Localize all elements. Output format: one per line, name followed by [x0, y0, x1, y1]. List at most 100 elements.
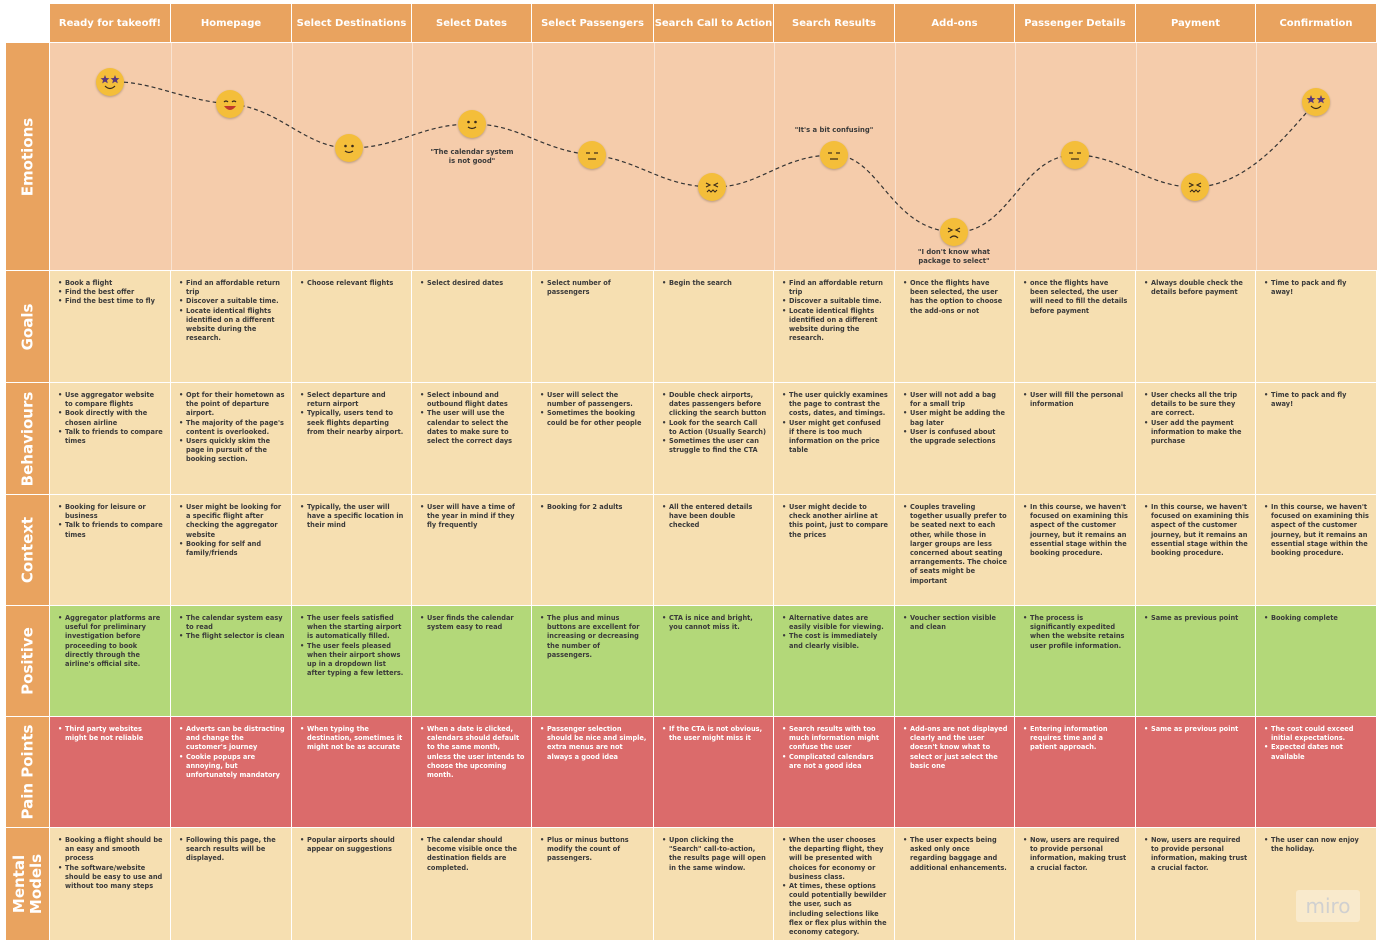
list-item: Popular airports should appear on sugges… [300, 836, 405, 854]
column-divider [774, 43, 775, 270]
stage-header: Add-ons [895, 4, 1014, 42]
list-item: Entering information requires time and a… [1023, 725, 1129, 753]
mental-list: Now, users are required to provide perso… [1142, 836, 1249, 873]
list-item: User is confused about the upgrade selec… [903, 428, 1008, 446]
list-item: User will fill the personal information [1023, 391, 1129, 409]
context-cell: Typically, the user will have a specific… [292, 495, 411, 605]
behaviours-cell: Select departure and return airportTypic… [292, 383, 411, 494]
context-list: User will have a time of the year in min… [418, 503, 525, 531]
mental-list: The user can now enjoy the holiday. [1262, 836, 1370, 854]
positive-list: The process is significantly expedited w… [1021, 614, 1129, 651]
behaviours-cell: Use aggregator website to compare flight… [50, 383, 170, 494]
column-divider [292, 43, 293, 270]
frustrated-face-icon [698, 173, 726, 201]
list-item: Select departure and return airport [300, 391, 405, 409]
positive-cell: CTA is nice and bright, you cannot miss … [654, 606, 773, 716]
positive-list: The user feels satisfied when the starti… [298, 614, 405, 678]
row-label-emotions: Emotions [6, 43, 49, 270]
column-divider [1136, 43, 1137, 270]
column-divider [895, 43, 896, 270]
pain-list: The cost could exceed initial expectatio… [1262, 725, 1370, 762]
list-item: Expected dates not available [1264, 743, 1370, 761]
row-label-behaviours: Behaviours [6, 383, 49, 494]
context-list: Couples traveling together usually prefe… [901, 503, 1008, 586]
neutral-face-icon [1061, 141, 1089, 169]
pain-list: Same as previous point [1142, 725, 1249, 734]
goals-list: Once the flights have been selected, the… [901, 279, 1008, 316]
list-item: Select inbound and outbound flight dates [420, 391, 525, 409]
emotion-quote: "The calendar system is not good" [430, 148, 514, 165]
list-item: CTA is nice and bright, you cannot miss … [662, 614, 767, 632]
list-item: The calendar system easy to read [179, 614, 285, 632]
stage-header: Payment [1136, 4, 1255, 42]
behaviours-cell: User checks all the trip details to be s… [1136, 383, 1255, 494]
list-item: The cost is immediately and clearly visi… [782, 632, 888, 650]
list-item: Cookie popups are annoying, but unfortun… [179, 753, 285, 781]
positive-list: The plus and minus buttons are excellent… [538, 614, 647, 660]
behaviours-list: Opt for their hometown as the point of d… [177, 391, 285, 465]
list-item: The user feels pleased when their airpor… [300, 642, 405, 679]
row-label-text: Behaviours [18, 391, 36, 486]
row-label-text: Mental Models [9, 853, 45, 915]
list-item: User might get confused if there is too … [782, 419, 888, 456]
list-item: In this course, we haven't focused on ex… [1264, 503, 1370, 558]
list-item: User add the payment information to make… [1144, 419, 1249, 447]
list-item: The user feels satisfied when the starti… [300, 614, 405, 642]
context-cell: In this course, we haven't focused on ex… [1136, 495, 1255, 605]
pain-cell: When typing the destination, sometimes i… [292, 717, 411, 827]
behaviours-cell: Opt for their hometown as the point of d… [171, 383, 291, 494]
positive-cell: Booking complete [1256, 606, 1376, 716]
list-item: Book a flight [58, 279, 164, 288]
column-divider [412, 43, 413, 270]
mental-cell: Following this page, the search results … [171, 828, 291, 940]
row-label-context: Context [6, 495, 49, 605]
row-label-text: Goals [18, 303, 36, 350]
list-item: When the user chooses the departing flig… [782, 836, 888, 882]
star-eyes-face-icon [1302, 88, 1330, 116]
list-item: Upon clicking the "Search" call-to-actio… [662, 836, 767, 873]
mental-list: Booking a flight should be an easy and s… [56, 836, 164, 891]
list-item: Double check airports, dates passengers … [662, 391, 767, 419]
list-item: All the entered details have been double… [662, 503, 767, 531]
stage-header: Passenger Details [1015, 4, 1135, 42]
list-item: Begin the search [662, 279, 767, 288]
context-cell: Booking for leisure or businessTalk to f… [50, 495, 170, 605]
list-item: Adverts can be distracting and change th… [179, 725, 285, 753]
list-item: Voucher section visible and clean [903, 614, 1008, 632]
list-item: The user will use the calendar to select… [420, 409, 525, 446]
angry-face-icon [940, 218, 968, 246]
list-item: Look for the search Call to Action (Usua… [662, 419, 767, 437]
pain-cell: Entering information requires time and a… [1015, 717, 1135, 827]
goals-cell: Select desired dates [412, 271, 531, 382]
list-item: Complicated calendars are not a good ide… [782, 753, 888, 771]
list-item: Select desired dates [420, 279, 525, 288]
list-item: The user quickly examines the page to co… [782, 391, 888, 419]
list-item: The user expects being asked only once r… [903, 836, 1008, 873]
list-item: Booking complete [1264, 614, 1370, 623]
context-list: In this course, we haven't focused on ex… [1142, 503, 1249, 558]
list-item: Booking for 2 adults [540, 503, 647, 512]
goals-list: Book a flightFind the best offerFind the… [56, 279, 164, 307]
list-item: Once the flights have been selected, the… [903, 279, 1008, 316]
mental-list: The user expects being asked only once r… [901, 836, 1008, 873]
behaviours-cell: The user quickly examines the page to co… [774, 383, 894, 494]
positive-list: Booking complete [1262, 614, 1370, 623]
pain-list: Entering information requires time and a… [1021, 725, 1129, 753]
behaviours-list: User will select the number of passenger… [538, 391, 647, 428]
pain-list: When typing the destination, sometimes i… [298, 725, 405, 753]
context-list: Typically, the user will have a specific… [298, 503, 405, 531]
list-item: User will have a time of the year in min… [420, 503, 525, 531]
list-item: When a date is clicked, calendars should… [420, 725, 525, 780]
pain-cell: When a date is clicked, calendars should… [412, 717, 531, 827]
behaviours-list: Select inbound and outbound flight dates… [418, 391, 525, 446]
behaviours-list: Time to pack and fly away! [1262, 391, 1370, 409]
mental-list: The calendar should become visible once … [418, 836, 525, 873]
mental-cell: Upon clicking the "Search" call-to-actio… [654, 828, 773, 940]
mental-list: Popular airports should appear on sugges… [298, 836, 405, 854]
positive-list: Voucher section visible and clean [901, 614, 1008, 632]
context-cell: In this course, we haven't focused on ex… [1256, 495, 1376, 605]
neutral-face-icon [578, 141, 606, 169]
positive-cell: The process is significantly expedited w… [1015, 606, 1135, 716]
list-item: Talk to friends to compare times [58, 521, 164, 539]
behaviours-cell: User will not add a bag for a small trip… [895, 383, 1014, 494]
